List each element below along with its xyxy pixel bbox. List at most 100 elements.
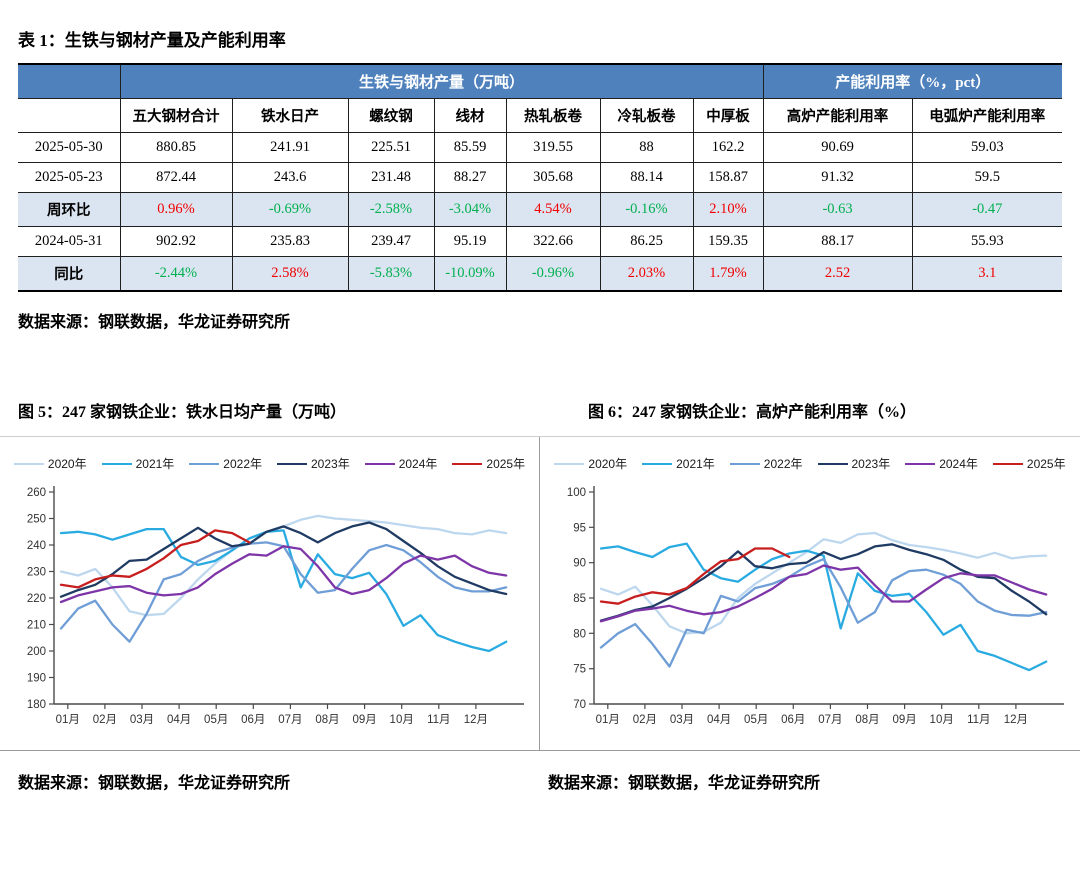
group-header-cell	[18, 63, 121, 99]
svg-text:06月: 06月	[781, 714, 805, 726]
column-header-cell: 铁水日产	[231, 98, 349, 133]
table-cell: -2.58%	[347, 192, 435, 227]
legend-label: 2025年	[1026, 457, 1066, 471]
legend-item: 2022年	[729, 455, 803, 472]
row-label-cell: 2025-05-30	[18, 132, 121, 163]
legend-label: 2020年	[47, 457, 87, 471]
row-label-cell: 2025-05-23	[18, 162, 121, 193]
group-header-cell: 生铁与钢材产量（万吨）	[119, 63, 764, 99]
svg-text:11月: 11月	[967, 714, 990, 726]
column-header-cell: 线材	[433, 98, 507, 133]
figure-titles-row: 图 5：247 家钢铁企业：铁水日均产量（万吨） 图 6：247 家钢铁企业：高…	[18, 398, 1062, 422]
fig5-title: 图 5：247 家钢铁企业：铁水日均产量（万吨）	[18, 404, 347, 421]
legend-line-swatch	[817, 462, 848, 465]
legend-label: 2022年	[223, 457, 262, 471]
legend-line-swatch	[277, 462, 307, 465]
table1-title: 表 1：生铁与钢材产量及产能利用率	[18, 31, 286, 50]
svg-text:02月: 02月	[633, 714, 657, 726]
legend-line-swatch	[189, 462, 220, 465]
group-header-cell: 产能利用率（%，pct）	[762, 63, 1063, 99]
column-header-cell	[18, 98, 121, 133]
table-cell: 2.58%	[231, 256, 349, 292]
svg-text:70: 70	[573, 699, 586, 711]
legend-line-swatch	[642, 462, 673, 465]
legend-line-swatch	[364, 462, 395, 465]
legend-label: 2025年	[486, 457, 526, 471]
legend-label: 2024年	[398, 457, 438, 471]
legend-item: 2022年	[189, 455, 262, 472]
column-header-cell: 电弧炉产能利用率	[911, 98, 1063, 133]
svg-text:03月: 03月	[670, 714, 694, 726]
svg-text:03月: 03月	[130, 714, 154, 726]
table-cell: -0.69%	[231, 192, 349, 227]
table-cell: 880.85	[119, 132, 233, 163]
svg-text:260: 260	[27, 487, 46, 499]
svg-text:05月: 05月	[204, 714, 228, 726]
svg-text:240: 240	[27, 540, 46, 552]
table-row: 2024-05-31 902.92 235.83 239.47 95.19 322.66 8…	[18, 226, 1063, 257]
fig5-panel: 2020年 2021年 2022年 2023年 2024年 2025年 180 190 200…	[0, 437, 540, 750]
column-header-cell: 热轧板卷	[505, 98, 601, 133]
svg-text:04月: 04月	[167, 714, 191, 726]
svg-text:05月: 05月	[744, 714, 768, 726]
svg-text:06月: 06月	[241, 714, 265, 726]
table-cell: -5.83%	[347, 256, 435, 292]
table-row: 2025-05-23 872.44 243.6 231.48 88.27 305.68 88…	[18, 162, 1063, 193]
table-cell: 319.55	[505, 132, 601, 163]
figure-sources-row: 数据来源：钢联数据，华龙证券研究所 数据来源：钢联数据，华龙证券研究所	[18, 769, 1062, 793]
charts-container: 2020年 2021年 2022年 2023年 2024年 2025年 180 190 200…	[0, 436, 1080, 751]
svg-text:02月: 02月	[93, 714, 117, 726]
table-cell: 231.48	[347, 162, 435, 193]
fig5-legend: 2020年 2021年 2022年 2023年 2024年 2025年	[0, 455, 539, 472]
table-row: 2025-05-30 880.85 241.91 225.51 85.59 319.55 8…	[18, 132, 1063, 163]
table-cell: 4.54%	[505, 192, 601, 227]
legend-item: 2023年	[277, 455, 350, 472]
legend-item: 2020年	[13, 455, 87, 472]
legend-item: 2025年	[452, 455, 525, 472]
table-cell: -0.96%	[505, 256, 601, 292]
table-body: 2025-05-30 880.85 241.91 225.51 85.59 319.55 8…	[18, 132, 1063, 292]
table-group-header-row: 生铁与钢材产量（万吨） 产能利用率（%，pct）	[18, 63, 1063, 99]
legend-line-swatch	[13, 462, 44, 465]
table-column-header-row: 五大钢材合计 铁水日产 螺纹钢 线材 热轧板卷 冷轧板卷 中厚板 高炉产能利用率 电弧炉产能利用…	[18, 98, 1063, 133]
svg-text:85: 85	[573, 593, 586, 605]
table-cell: 872.44	[119, 162, 233, 193]
table-cell: -0.63	[762, 192, 913, 227]
legend-line-swatch	[729, 462, 760, 465]
table-cell: 59.03	[911, 132, 1063, 163]
table-cell: 162.2	[692, 132, 764, 163]
table-cell: 59.5	[911, 162, 1063, 193]
table-cell: -0.16%	[599, 192, 694, 227]
svg-text:100: 100	[567, 487, 586, 499]
svg-text:12月: 12月	[464, 714, 488, 726]
table-cell: -3.04%	[433, 192, 507, 227]
row-label-cell: 2024-05-31	[18, 226, 121, 257]
column-header-cell: 螺纹钢	[347, 98, 435, 133]
table-cell: 90.69	[762, 132, 913, 163]
svg-text:07月: 07月	[818, 714, 842, 726]
svg-text:220: 220	[27, 593, 46, 605]
legend-label: 2023年	[851, 457, 891, 471]
legend-label: 2022年	[763, 457, 803, 471]
table-cell: -10.09%	[433, 256, 507, 292]
production-utilization-table: 生铁与钢材产量（万吨） 产能利用率（%，pct） 五大钢材合计 铁水日产 螺纹钢 线材 热轧…	[18, 63, 1063, 292]
legend-label: 2021年	[676, 457, 715, 471]
legend-line-swatch	[452, 462, 483, 465]
svg-text:10月: 10月	[930, 714, 954, 726]
table-cell: 305.68	[505, 162, 601, 193]
table-cell: 86.25	[599, 226, 694, 257]
table-row: 同比 -2.44% 2.58% -5.83% -10.09% -0.96% 2.03% 1.7…	[18, 256, 1063, 292]
legend-label: 2023年	[311, 457, 350, 471]
table-cell: -2.44%	[119, 256, 233, 292]
svg-text:08月: 08月	[315, 714, 339, 726]
svg-text:01月: 01月	[596, 714, 620, 726]
legend-line-swatch	[905, 462, 936, 465]
fig6-legend: 2020年 2021年 2022年 2023年 2024年 2025年	[540, 455, 1080, 472]
table1-source: 数据来源：钢联数据，华龙证券研究所	[18, 314, 291, 331]
table-cell: 88.14	[599, 162, 694, 193]
svg-text:08月: 08月	[855, 714, 879, 726]
table-cell: 1.79%	[692, 256, 764, 292]
svg-text:180: 180	[27, 699, 46, 711]
table-cell: 85.59	[433, 132, 507, 163]
svg-text:04月: 04月	[707, 714, 731, 726]
